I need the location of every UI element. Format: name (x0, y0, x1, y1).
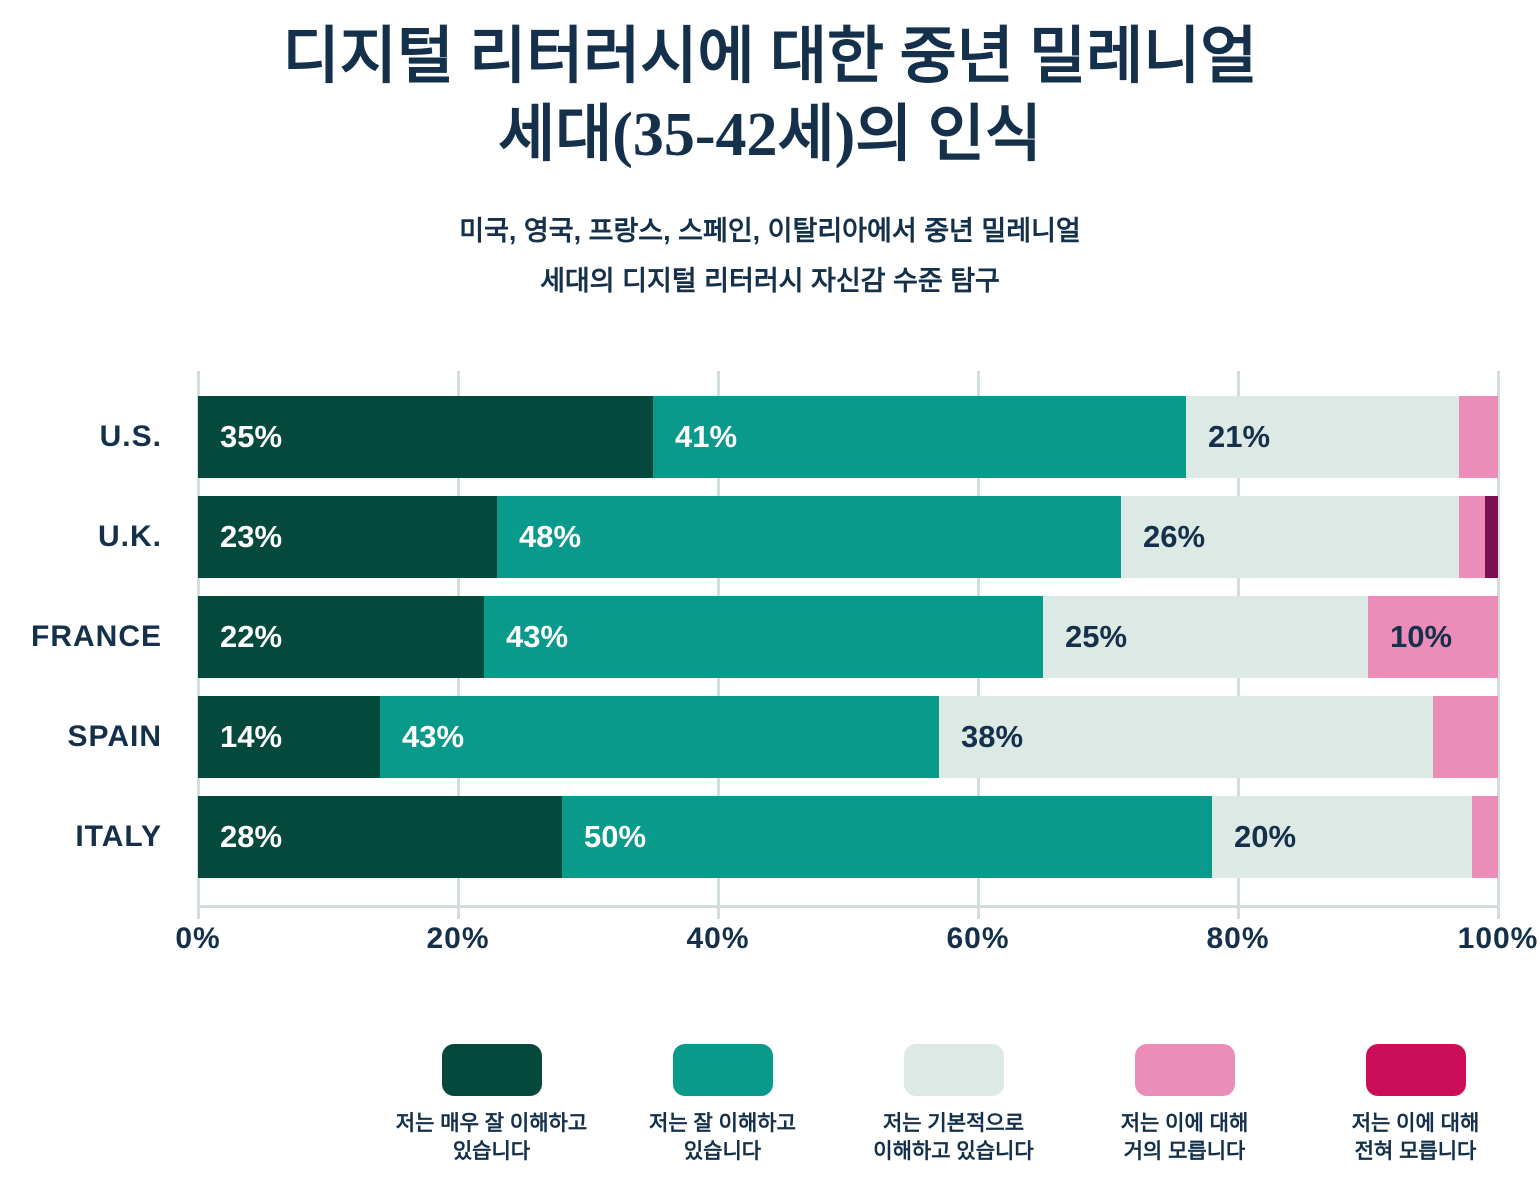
bar-value-label: 48% (519, 519, 582, 554)
bar-segment: 38% (939, 696, 1433, 778)
legend-item: 저는 잘 이해하고 있습니다 (607, 1044, 838, 1166)
legend-swatch (1134, 1044, 1235, 1096)
category-label-spain: SPAIN (67, 720, 162, 753)
chart-subtitle: 미국, 영국, 프랑스, 스페인, 이탈리아에서 중년 밀레니얼 세대의 디지털… (0, 206, 1540, 306)
chart-subtitle-line2: 세대의 디지털 리터러시 자신감 수준 탐구 (540, 266, 1000, 296)
bar-row-france: 22% 43% 25% 10% (198, 596, 1498, 678)
bar-segment: 50% (562, 796, 1212, 878)
x-axis-tick (717, 908, 720, 919)
x-axis-tick (197, 908, 200, 919)
bar-segment: 20% (1212, 796, 1472, 878)
bar-value-label: 21% (1208, 419, 1271, 454)
bar-value-label: 25% (1065, 619, 1128, 654)
chart-title-line2: 세대(35-42세)의 인식 (498, 101, 1042, 169)
bar-segment: 22% (198, 596, 484, 678)
legend-label: 저는 기본적으로 이해하고 있습니다 (873, 1112, 1034, 1163)
bar-value-label: 38% (961, 719, 1024, 754)
bar-value-label: 35% (220, 419, 283, 454)
bar-segment: 48% (497, 496, 1121, 578)
legend-swatch (672, 1044, 773, 1096)
legend-label: 저는 이에 대해 전혀 모릅니다 (1351, 1112, 1480, 1163)
x-tick-label: 80% (1206, 922, 1270, 955)
bar-row-spain: 14% 43% 38% (198, 696, 1498, 778)
category-label-italy: ITALY (75, 820, 162, 853)
bar-row-uk: 23% 48% 26% (198, 496, 1498, 578)
bar-value-label: 28% (220, 819, 283, 854)
gridline (1497, 371, 1500, 908)
x-tick-label: 100% (1457, 922, 1539, 955)
legend-swatch (903, 1044, 1004, 1096)
bar-segment: 25% (1043, 596, 1368, 678)
bar-segment: 10% (1368, 596, 1498, 678)
bar-value-label: 26% (1143, 519, 1206, 554)
legend-swatch (1365, 1044, 1466, 1096)
bar-segment: 43% (380, 696, 939, 778)
legend-label: 저는 매우 잘 이해하고 있습니다 (395, 1112, 588, 1163)
bar-segment (1433, 696, 1498, 778)
bar-value-label: 22% (220, 619, 283, 654)
x-tick-label: 40% (686, 922, 750, 955)
x-axis-tick (977, 908, 980, 919)
bar-value-label: 10% (1390, 619, 1453, 654)
x-axis-line (198, 905, 1500, 908)
bar-segment: 21% (1186, 396, 1459, 478)
category-label-france: FRANCE (31, 620, 162, 653)
bar-segment: 14% (198, 696, 380, 778)
chart-title: 디지털 리터러시에 대한 중년 밀레니얼 세대(35-42세)의 인식 (0, 18, 1540, 174)
x-axis-tick (457, 908, 460, 919)
bar-value-label: 23% (220, 519, 283, 554)
bar-value-label: 20% (1234, 819, 1297, 854)
x-axis-tick (1497, 908, 1500, 919)
x-tick-label: 0% (175, 922, 221, 955)
legend-label: 저는 잘 이해하고 있습니다 (649, 1112, 796, 1163)
bar-segment: 26% (1121, 496, 1459, 578)
legend-item: 저는 이에 대해 거의 모릅니다 (1069, 1044, 1300, 1166)
legend-item: 저는 이에 대해 전혀 모릅니다 (1300, 1044, 1531, 1166)
bar-segment: 28% (198, 796, 562, 878)
category-label-uk: U.K. (98, 520, 162, 553)
chart-title-line1: 디지털 리터러시에 대한 중년 밀레니얼 (282, 23, 1258, 91)
legend-item: 저는 매우 잘 이해하고 있습니다 (376, 1044, 607, 1166)
bar-segment (1459, 396, 1498, 478)
x-tick-label: 20% (426, 922, 490, 955)
bar-segment: 23% (198, 496, 497, 578)
chart-subtitle-line1: 미국, 영국, 프랑스, 스페인, 이탈리아에서 중년 밀레니얼 (459, 216, 1081, 246)
bar-value-label: 41% (675, 419, 738, 454)
bar-value-label: 43% (506, 619, 569, 654)
bar-value-label: 43% (402, 719, 465, 754)
bar-segment (1459, 496, 1485, 578)
legend-swatch (441, 1044, 542, 1096)
bar-value-label: 50% (584, 819, 647, 854)
legend-label: 저는 이에 대해 거의 모릅니다 (1120, 1112, 1249, 1163)
bar-row-us: 35% 41% 21% (198, 396, 1498, 478)
bar-value-label: 14% (220, 719, 283, 754)
category-label-us: U.S. (99, 420, 162, 453)
bar-segment: 41% (653, 396, 1186, 478)
bar-segment: 43% (484, 596, 1043, 678)
bar-segment: 35% (198, 396, 653, 478)
plot-area: 35% 41% 21% 23% 48% 26% 22% 43% 25% 10% 14% 43% 38% 2… (197, 371, 1500, 919)
x-axis-tick (1237, 908, 1240, 919)
bar-row-italy: 28% 50% 20% (198, 796, 1498, 878)
legend-item: 저는 기본적으로 이해하고 있습니다 (838, 1044, 1069, 1166)
bar-segment (1472, 796, 1498, 878)
legend: 저는 매우 잘 이해하고 있습니다 저는 잘 이해하고 있습니다 저는 기본적으로 이해하… (376, 1044, 1531, 1166)
bar-segment (1485, 496, 1498, 578)
x-tick-label: 60% (946, 922, 1010, 955)
